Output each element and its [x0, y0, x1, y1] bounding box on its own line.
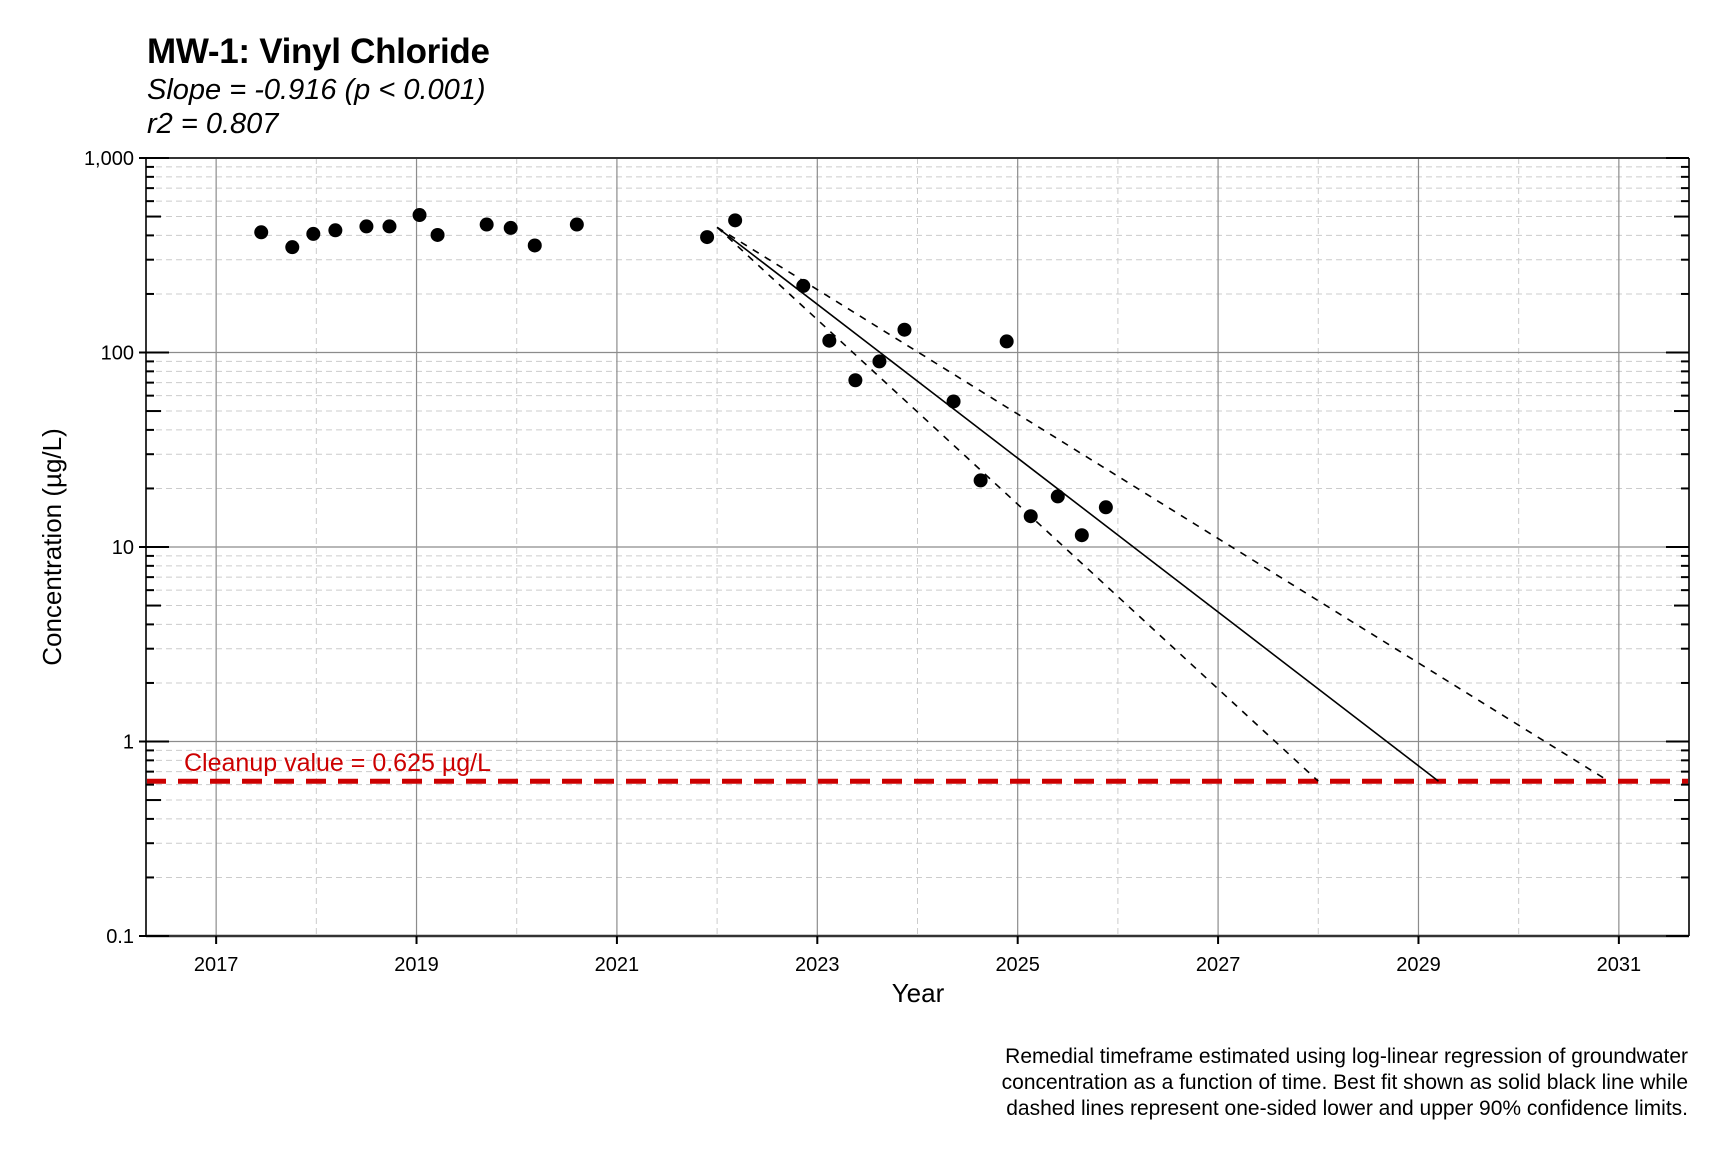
data-point [1074, 528, 1089, 543]
y-tick-label: 100 [101, 343, 134, 365]
cleanup-label: Cleanup value = 0.625 µg/L [184, 749, 491, 777]
footnote-line: dashed lines represent one-sided lower a… [1006, 1097, 1688, 1120]
fit-lines-layer [716, 226, 1610, 782]
data-point [1023, 509, 1038, 524]
data-point [822, 333, 837, 348]
y-axis-title: Concentration (µg/L) [37, 428, 67, 666]
data-point [306, 226, 321, 241]
data-point [430, 227, 445, 242]
x-axis-title: Year [892, 978, 945, 1008]
x-tick-label: 2025 [995, 954, 1040, 976]
x-tick-label: 2021 [595, 954, 640, 976]
data-point [254, 225, 269, 240]
data-point [848, 373, 863, 388]
data-point [569, 217, 584, 232]
x-tick-label: 2031 [1597, 954, 1642, 976]
data-point [479, 217, 494, 232]
data-point [503, 220, 518, 235]
data-point [973, 473, 988, 488]
axes-layer: 0.1 1 10 100 1,000 2017 2019 2021 2023 2025 2027 20… [84, 148, 1690, 976]
x-tick-label: 2017 [194, 954, 239, 976]
data-point [897, 322, 912, 337]
data-point [700, 230, 715, 245]
reference-layer: Cleanup value = 0.625 µg/L [146, 749, 1689, 784]
lower-confidence-line [716, 226, 1319, 782]
y-tick-label: 1,000 [84, 148, 134, 170]
data-point [1050, 489, 1065, 504]
grid-layer [146, 157, 1689, 937]
data-point [872, 354, 887, 369]
x-tick-label: 2019 [394, 954, 439, 976]
chart-title: MW-1: Vinyl Chloride [147, 32, 490, 71]
data-point [359, 219, 374, 234]
data-point [796, 278, 811, 293]
data-point [999, 334, 1014, 349]
x-tick-label: 2023 [795, 954, 840, 976]
data-point [382, 219, 397, 234]
y-tick-label: 1 [123, 732, 134, 754]
upper-confidence-line [716, 226, 1610, 782]
footnote-line: concentration as a function of time. Bes… [1001, 1071, 1688, 1094]
x-tick-label: 2029 [1396, 954, 1441, 976]
y-tick-label: 0.1 [106, 926, 134, 948]
data-point [1098, 500, 1113, 515]
best-fit-line [716, 226, 1440, 782]
footnote-line: Remedial timeframe estimated using log-l… [1005, 1045, 1688, 1068]
r2-subtitle: r2 = 0.807 [147, 108, 279, 140]
methodology-footnote: Remedial timeframe estimated using log-l… [1002, 1044, 1688, 1122]
data-point [412, 208, 427, 223]
data-point [728, 213, 743, 228]
data-point [285, 240, 300, 255]
x-tick-label: 2027 [1196, 954, 1241, 976]
data-point [328, 223, 343, 238]
slope-subtitle: Slope = -0.916 (p < 0.001) [147, 74, 486, 106]
y-tick-label: 10 [112, 537, 134, 559]
data-point [946, 394, 961, 409]
data-points-layer [254, 208, 1113, 543]
data-point [527, 238, 542, 253]
